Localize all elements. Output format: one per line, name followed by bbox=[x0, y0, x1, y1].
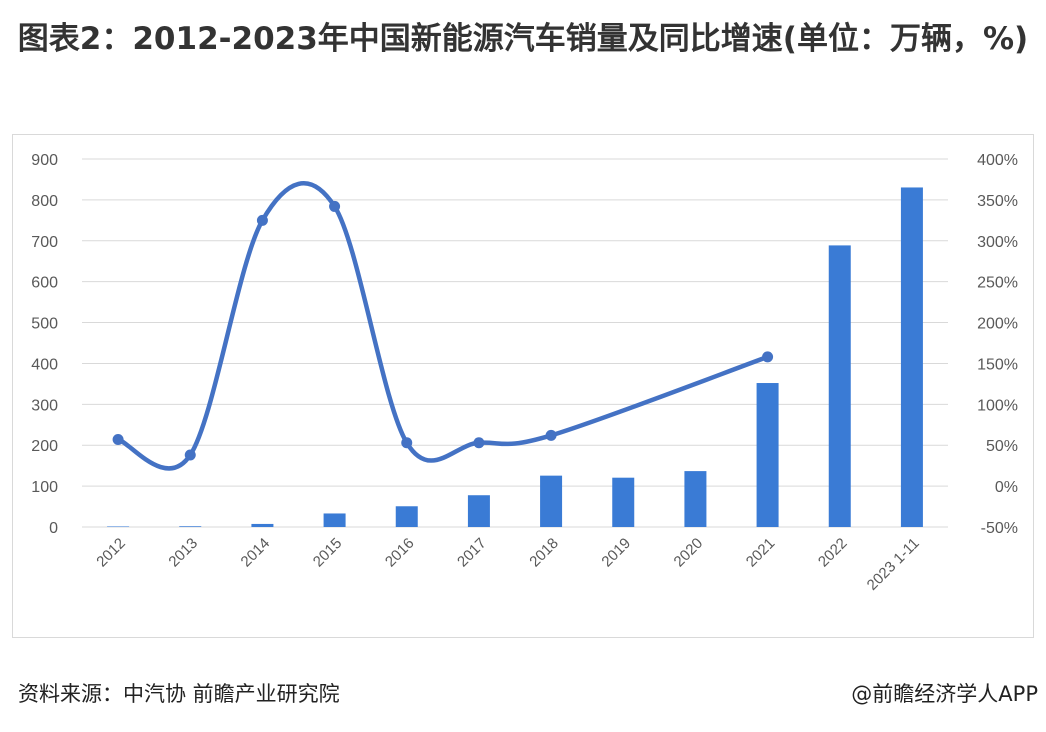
growth-point bbox=[401, 437, 413, 449]
x-tick-label: 2023 1-11 bbox=[864, 535, 923, 594]
x-tick-label: 2018 bbox=[526, 535, 562, 571]
line-series bbox=[112, 181, 774, 471]
growth-line bbox=[115, 181, 770, 471]
growth-point bbox=[545, 429, 557, 441]
y-right-tick-label: 100% bbox=[977, 397, 1018, 414]
y-right-tick-label: 350% bbox=[977, 193, 1018, 210]
y-right-tick-label: 150% bbox=[977, 356, 1018, 373]
y-axis-left: 0 100 200 300 400 500 600 700 800 900 bbox=[31, 152, 58, 537]
y-left-tick-label: 100 bbox=[31, 479, 58, 496]
y-left-tick-label: 700 bbox=[31, 234, 58, 251]
bar bbox=[684, 471, 707, 527]
growth-point bbox=[256, 214, 268, 226]
x-tick-label: 2012 bbox=[93, 535, 129, 571]
y-right-tick-label: 300% bbox=[977, 234, 1018, 251]
chart-title: 图表2：2012-2023年中国新能源汽车销量及同比增速(单位：万辆，%) bbox=[17, 21, 1029, 57]
bar bbox=[467, 495, 490, 527]
bar bbox=[540, 475, 563, 527]
x-tick-label: 2019 bbox=[598, 535, 634, 571]
combo-chart: 0 100 200 300 400 500 600 700 800 900 -50% 0% 50% 10… bbox=[31, 152, 1018, 594]
x-tick-label: 2020 bbox=[671, 535, 707, 571]
bar bbox=[395, 506, 418, 527]
bar bbox=[828, 245, 851, 527]
credit-note: @前瞻经济学人APP bbox=[851, 682, 1038, 706]
y-right-tick-label: 0% bbox=[995, 479, 1018, 496]
x-tick-label: 2022 bbox=[815, 535, 851, 571]
bar bbox=[756, 383, 779, 527]
chart-frame bbox=[12, 134, 1034, 638]
bar bbox=[107, 526, 130, 527]
y-left-tick-label: 200 bbox=[31, 438, 58, 455]
growth-point bbox=[762, 351, 774, 363]
y-left-tick-label: 900 bbox=[31, 152, 58, 169]
growth-point bbox=[184, 449, 196, 461]
bar bbox=[612, 477, 635, 527]
y-left-tick-label: 500 bbox=[31, 316, 58, 333]
y-left-tick-label: 0 bbox=[49, 520, 58, 537]
growth-point bbox=[473, 437, 485, 449]
x-tick-label: 2017 bbox=[454, 535, 490, 571]
y-left-tick-label: 600 bbox=[31, 275, 58, 292]
y-left-tick-label: 400 bbox=[31, 356, 58, 373]
bar bbox=[900, 187, 923, 527]
x-tick-label: 2013 bbox=[165, 535, 201, 571]
x-tick-label: 2015 bbox=[310, 535, 346, 571]
x-tick-label: 2014 bbox=[238, 535, 274, 571]
y-right-tick-label: 250% bbox=[977, 275, 1018, 292]
bar-series bbox=[107, 187, 923, 527]
y-right-tick-label: 200% bbox=[977, 316, 1018, 333]
x-tick-label: 2016 bbox=[382, 535, 418, 571]
bar bbox=[179, 526, 202, 527]
growth-point bbox=[329, 200, 341, 212]
y-right-tick-label: 50% bbox=[986, 438, 1018, 455]
x-tick-label: 2021 bbox=[743, 535, 779, 571]
bar bbox=[323, 513, 346, 527]
gridlines bbox=[82, 158, 948, 528]
growth-point bbox=[112, 433, 124, 445]
y-axis-right: -50% 0% 50% 100% 150% 200% 250% 300% 350% 400% bbox=[977, 152, 1018, 537]
y-right-tick-label: -50% bbox=[981, 520, 1018, 537]
y-left-tick-label: 300 bbox=[31, 397, 58, 414]
source-note: 资料来源：中汽协 前瞻产业研究院 bbox=[18, 682, 340, 706]
x-axis: 2012 2013 2014 2015 2016 2017 2018 2019 2020 2021… bbox=[93, 535, 922, 594]
y-left-tick-label: 800 bbox=[31, 193, 58, 210]
bar bbox=[251, 523, 274, 527]
y-right-tick-label: 400% bbox=[977, 152, 1018, 169]
